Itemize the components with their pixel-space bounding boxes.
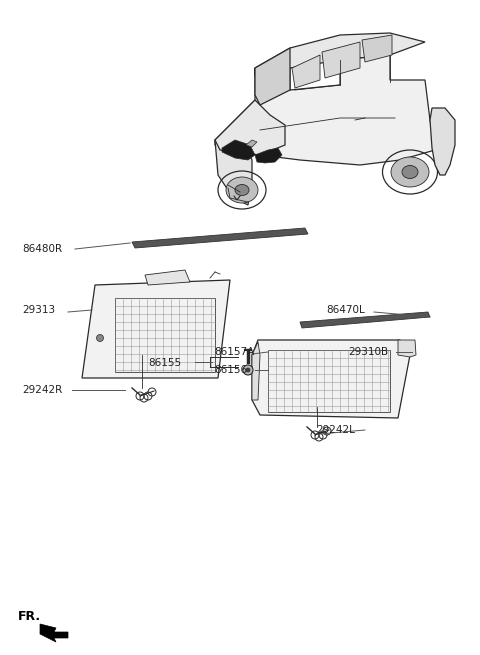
Polygon shape	[322, 42, 360, 78]
Text: FR.: FR.	[18, 610, 41, 623]
Text: 29242R: 29242R	[22, 385, 62, 395]
Text: 86155: 86155	[148, 358, 181, 368]
Text: 86470L: 86470L	[326, 305, 365, 315]
Ellipse shape	[391, 157, 429, 187]
Polygon shape	[362, 35, 392, 62]
Text: 86156: 86156	[214, 365, 247, 375]
Polygon shape	[430, 108, 455, 175]
Polygon shape	[215, 100, 285, 155]
Ellipse shape	[226, 177, 258, 203]
Polygon shape	[255, 48, 290, 105]
Ellipse shape	[402, 166, 418, 179]
Polygon shape	[82, 280, 230, 378]
Circle shape	[96, 335, 104, 341]
Polygon shape	[252, 340, 410, 418]
Polygon shape	[292, 55, 320, 88]
Polygon shape	[255, 148, 282, 163]
Polygon shape	[132, 228, 308, 248]
Text: 86157A: 86157A	[214, 347, 254, 357]
Polygon shape	[252, 342, 260, 400]
Polygon shape	[398, 340, 416, 357]
Text: 29313: 29313	[22, 305, 55, 315]
Text: 29310B: 29310B	[348, 347, 388, 357]
Circle shape	[243, 365, 253, 375]
Polygon shape	[300, 312, 430, 328]
Circle shape	[246, 368, 250, 372]
Polygon shape	[145, 270, 190, 285]
Polygon shape	[246, 140, 257, 147]
Polygon shape	[222, 140, 255, 160]
Text: 86480R: 86480R	[22, 244, 62, 254]
Polygon shape	[40, 624, 68, 642]
Ellipse shape	[235, 185, 249, 195]
Polygon shape	[255, 33, 425, 75]
Polygon shape	[215, 140, 252, 205]
Polygon shape	[215, 55, 435, 165]
Text: 29242L: 29242L	[316, 425, 355, 435]
